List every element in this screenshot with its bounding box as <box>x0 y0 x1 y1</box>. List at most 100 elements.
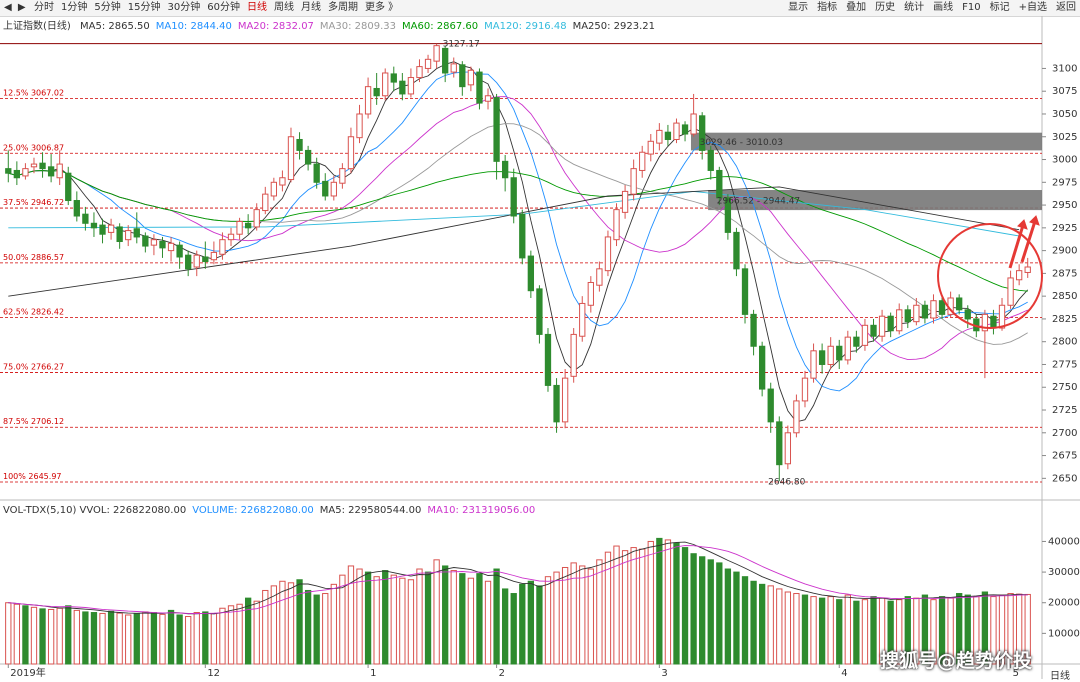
period-tab-1[interactable]: 1分钟 <box>61 2 88 13</box>
tool-menu-item-6[interactable]: F10 <box>962 2 981 13</box>
candle-body <box>733 231 740 270</box>
candle-body <box>596 268 603 286</box>
period-tab-6[interactable]: 日线 <box>246 2 267 13</box>
ma-line <box>8 190 1020 237</box>
volume-bar <box>990 596 997 665</box>
y-tick-label: 2875 <box>1052 268 1077 279</box>
tool-menu-item-3[interactable]: 历史 <box>875 2 896 13</box>
candle-body <box>656 129 663 144</box>
candle-body <box>758 345 766 390</box>
volume-bar <box>47 608 55 665</box>
volume-bar <box>818 597 826 665</box>
candle-body <box>159 241 166 249</box>
candle-body <box>818 350 826 365</box>
candle-body <box>133 228 140 238</box>
candle-body <box>579 302 586 337</box>
candle-body <box>990 315 997 329</box>
ma-legend-item: MA5: 2865.50 <box>80 21 150 32</box>
volume-bar <box>604 551 612 665</box>
tool-menu-item-7[interactable]: 标记 <box>989 2 1010 13</box>
volume-bar <box>758 583 766 665</box>
volume-bar <box>981 591 989 665</box>
period-tab-8[interactable]: 月线 <box>300 2 321 13</box>
volume-bar <box>699 556 706 665</box>
tool-menu-item-8[interactable]: +自选 <box>1018 2 1047 13</box>
tool-menu-item-9[interactable]: 返回 <box>1056 2 1076 13</box>
volume-bar <box>442 565 449 665</box>
tool-menu-item-1[interactable]: 指标 <box>817 2 838 13</box>
candle-body <box>39 162 46 170</box>
volume-bar <box>681 547 689 665</box>
chart-title: 上证指数(日线) <box>3 21 71 32</box>
x-tick-label: 12 <box>207 668 220 679</box>
back-icon[interactable]: ◀ <box>4 2 12 13</box>
candle-body <box>30 163 38 168</box>
volume-bar <box>339 574 346 665</box>
volume-bar <box>424 571 432 665</box>
y-tick-label: 2825 <box>1052 314 1077 325</box>
candle-body <box>219 239 226 255</box>
candle-body <box>630 168 637 195</box>
volume-bar <box>544 576 552 665</box>
volume-bar <box>510 593 517 665</box>
ma-legend-item: MA120: 2916.48 <box>484 21 567 32</box>
volume-bar <box>896 599 903 665</box>
tool-menu-item-5[interactable]: 画线 <box>933 2 954 13</box>
volume-bar <box>262 589 269 665</box>
volume-bar <box>304 589 312 665</box>
volume-bar <box>690 553 697 665</box>
period-tab-10[interactable]: 更多 》 <box>364 2 399 13</box>
volume-ma-line <box>8 545 1028 614</box>
period-tab-4[interactable]: 30分钟 <box>167 2 201 13</box>
period-tab-0[interactable]: 分时 <box>34 2 54 13</box>
candle-body <box>519 213 526 259</box>
candle-body <box>356 113 363 139</box>
tool-menu-item-4[interactable]: 统计 <box>904 2 925 13</box>
candle-body <box>176 244 183 258</box>
volume-bar <box>390 574 397 665</box>
volume-bar <box>39 608 46 665</box>
up-arrow-head <box>1029 215 1040 226</box>
volume-bar <box>613 545 620 665</box>
candle-body <box>716 169 723 199</box>
watermark: 搜狐号@趋势价投 <box>880 650 1033 672</box>
candle-body <box>322 180 329 197</box>
candle-body <box>399 80 406 95</box>
candle-body <box>930 300 937 319</box>
tool-menu-item-2[interactable]: 叠加 <box>846 2 867 13</box>
y-tick-label: 2675 <box>1052 451 1077 462</box>
volume-bar <box>347 565 355 665</box>
volume-bar <box>784 591 792 665</box>
period-tabs: 分时 1分钟 5分钟 15分钟 30分钟 60分钟 日线 周线 月线 多周期 更多 》 <box>34 0 405 16</box>
x-tick-label: 5 <box>1013 668 1019 679</box>
y-tick-label: 3000 <box>1052 155 1077 166</box>
candle-body <box>844 336 851 361</box>
period-tab-5[interactable]: 60分钟 <box>207 2 240 13</box>
volume-bar <box>527 580 535 665</box>
period-tab-7[interactable]: 周线 <box>273 2 294 13</box>
volume-bar <box>219 607 226 665</box>
volume-bar <box>210 612 218 665</box>
ma-legend-item: MA60: 2867.60 <box>402 21 479 32</box>
volume-bar <box>596 559 603 665</box>
forward-icon[interactable]: ▶ <box>17 2 26 13</box>
candle-body <box>450 63 457 73</box>
candle-body <box>185 254 192 270</box>
period-tab-2[interactable]: 5分钟 <box>94 2 121 13</box>
period-tab-9[interactable]: 多周期 <box>327 2 358 13</box>
candle-body <box>116 226 123 243</box>
candle-body <box>510 177 517 217</box>
tool-menu-item-0[interactable]: 显示 <box>788 2 809 13</box>
price-annotation: 3127.17 <box>443 40 480 50</box>
volume-legend: VOL-TDX(5,10) VVOL: 226822080.00 VOLUME: … <box>3 505 541 516</box>
volume-bar <box>356 568 363 665</box>
volume-bar <box>579 565 586 665</box>
period-tab-3[interactable]: 15分钟 <box>127 2 161 13</box>
volume-bar <box>279 580 286 665</box>
candle-body <box>236 220 243 235</box>
candle-body <box>253 209 260 228</box>
price-annotation: 3029.46 - 3010.03 <box>700 138 783 148</box>
y-tick-label: 2750 <box>1052 382 1077 393</box>
volume-bar <box>853 600 860 665</box>
